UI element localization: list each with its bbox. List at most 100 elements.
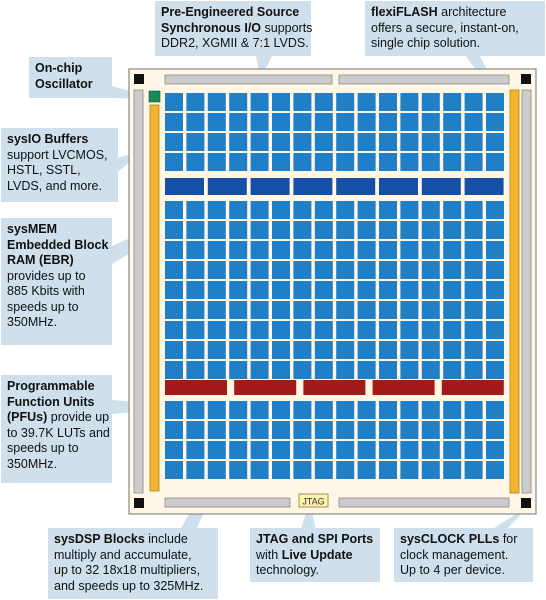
pfu-cell bbox=[207, 401, 226, 419]
pfu-cell bbox=[293, 201, 312, 219]
flash-strip-left bbox=[149, 104, 160, 492]
pfu-cell bbox=[186, 201, 205, 219]
pfu-cell bbox=[165, 153, 183, 171]
pfu-cell bbox=[357, 153, 376, 171]
callout-line: 885 Kbits with bbox=[7, 284, 85, 298]
pfu-cell bbox=[293, 401, 312, 419]
pfu-cell bbox=[443, 361, 462, 379]
oscillator-block bbox=[148, 90, 161, 103]
pfu-cell bbox=[293, 361, 312, 379]
pfu-cell bbox=[229, 301, 248, 319]
callout-line: 350MHz. bbox=[7, 456, 58, 471]
pfu-cell bbox=[443, 93, 462, 111]
pfu-cell bbox=[272, 401, 290, 419]
pfu-cell bbox=[357, 93, 376, 111]
pfu-cell bbox=[250, 261, 269, 279]
pfu-cell bbox=[400, 93, 419, 111]
pfu-cell bbox=[421, 241, 440, 259]
callout-line: flexiFLASH architecture bbox=[371, 5, 507, 19]
pfu-cell bbox=[293, 321, 312, 339]
pfu-cell bbox=[421, 421, 440, 439]
flash-strip-right bbox=[509, 89, 520, 494]
pfu-cell bbox=[314, 341, 333, 359]
pfu-cell bbox=[443, 241, 462, 259]
callout-line: Up to 4 per device. bbox=[400, 563, 505, 577]
pfu-cell bbox=[314, 201, 333, 219]
ebr-row bbox=[165, 178, 504, 195]
pfu-cell bbox=[400, 401, 419, 419]
pfu-cell bbox=[400, 421, 419, 439]
pfu-cell bbox=[400, 461, 419, 479]
pfu-cell bbox=[443, 201, 462, 219]
ebr-block bbox=[379, 178, 418, 195]
pfu-cell bbox=[207, 461, 226, 479]
pfu-cell bbox=[443, 301, 462, 319]
pfu-cell bbox=[443, 461, 462, 479]
pfu-cell bbox=[336, 221, 355, 239]
pfu-cell bbox=[379, 153, 397, 171]
pfu-cell bbox=[186, 321, 205, 339]
pfu-cell bbox=[443, 281, 462, 299]
pfu-cell bbox=[314, 301, 333, 319]
pfu-cell bbox=[336, 321, 355, 339]
pfu-cell bbox=[486, 93, 504, 111]
callout-jtag-spi: JTAG and SPI Ports with Live Update tech… bbox=[250, 528, 380, 582]
pfu-cell bbox=[357, 361, 376, 379]
pfu-cell bbox=[293, 133, 312, 151]
callout-line: sysDSP Blocks include bbox=[54, 532, 188, 546]
callout-sysmem-ebr: sysMEM Embedded Block RAM (EBR) provides… bbox=[1, 218, 112, 345]
callout-line: sysCLOCK PLLs for bbox=[400, 532, 518, 546]
callout-line: JTAG and SPI Ports bbox=[256, 532, 374, 546]
pfu-cell bbox=[421, 113, 440, 131]
pfu-cell bbox=[421, 401, 440, 419]
callout-sysdsp: sysDSP Blocks include multiply and accum… bbox=[48, 528, 218, 599]
pfu-cell bbox=[464, 361, 483, 379]
callout-line: sysIO Buffers bbox=[7, 132, 89, 146]
pfu-cell bbox=[293, 241, 312, 259]
pfu-cell bbox=[314, 221, 333, 239]
pfu-cell bbox=[272, 133, 290, 151]
callout-line: and speeds up to 325MHz. bbox=[54, 578, 204, 593]
pfu-cell bbox=[207, 133, 226, 151]
pfu-cell bbox=[400, 201, 419, 219]
pfu-cell bbox=[464, 321, 483, 339]
pfu-cell bbox=[272, 261, 290, 279]
pfu-cell bbox=[357, 461, 376, 479]
pfu-cell bbox=[443, 261, 462, 279]
callout-line: HSTL, SSTL, bbox=[7, 163, 81, 177]
io-bank-right bbox=[521, 89, 532, 494]
ebr-block bbox=[293, 178, 333, 195]
pfu-cell bbox=[186, 153, 205, 171]
pfu-cell bbox=[207, 421, 226, 439]
pfu-cell bbox=[357, 341, 376, 359]
dsp-block bbox=[234, 380, 297, 395]
pfu-cell bbox=[272, 361, 290, 379]
pfu-cell bbox=[165, 281, 183, 299]
pfu-cell bbox=[357, 421, 376, 439]
pfu-cell bbox=[314, 461, 333, 479]
pfu-cell bbox=[464, 261, 483, 279]
pfu-cell bbox=[379, 261, 397, 279]
pfu-cell bbox=[186, 361, 205, 379]
callout-line: provides up to bbox=[7, 268, 86, 283]
pfu-cell bbox=[229, 113, 248, 131]
pfu-cell bbox=[486, 361, 504, 379]
pfu-cell bbox=[400, 153, 419, 171]
pfu-cell bbox=[421, 93, 440, 111]
pfu-cell bbox=[379, 201, 397, 219]
pfu-cell bbox=[443, 221, 462, 239]
io-banks bbox=[133, 74, 532, 508]
io-bank-top-right bbox=[338, 74, 510, 85]
pfu-cell bbox=[336, 93, 355, 111]
pfu-cell bbox=[421, 201, 440, 219]
pfu-cell bbox=[272, 281, 290, 299]
pfu-cell bbox=[293, 441, 312, 459]
pfu-cell bbox=[357, 281, 376, 299]
pfu-cell bbox=[165, 221, 183, 239]
pfu-cell bbox=[464, 93, 483, 111]
callout-line: single chip solution. bbox=[371, 36, 481, 50]
pfu-cell bbox=[272, 461, 290, 479]
pfu-cell bbox=[357, 221, 376, 239]
pfu-cell bbox=[207, 301, 226, 319]
pfu-cell bbox=[379, 441, 397, 459]
